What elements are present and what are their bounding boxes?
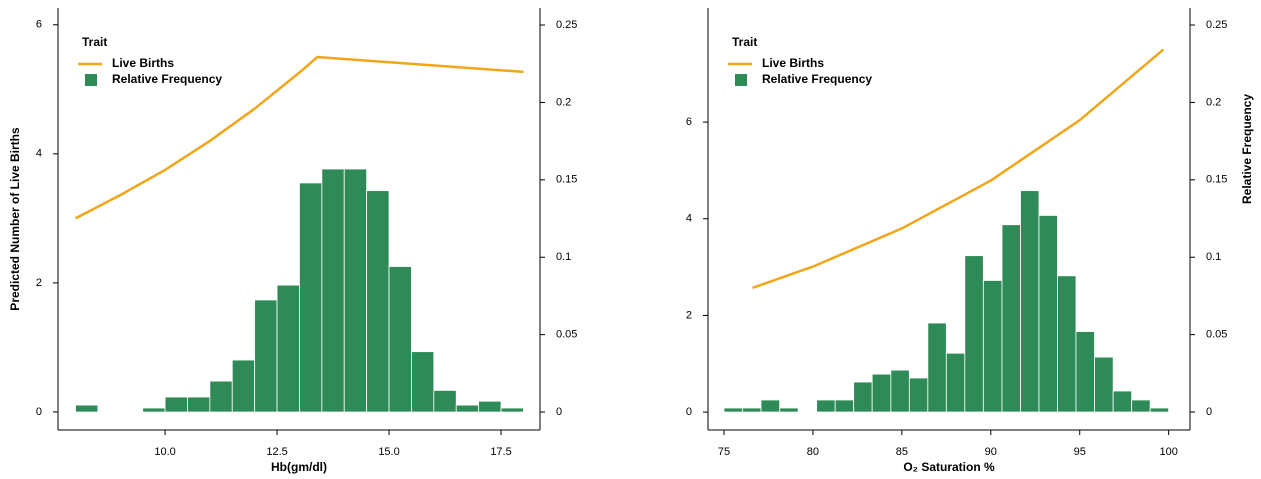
legend-label: Relative Frequency	[112, 72, 222, 86]
y2-tick-label: 0.05	[1206, 329, 1227, 341]
histogram-bar	[1094, 356, 1114, 413]
histogram-bar	[1057, 275, 1077, 413]
histogram-bar	[723, 407, 743, 413]
histogram-bar	[75, 404, 99, 413]
x-tick-label: 12.5	[266, 446, 287, 458]
y2-tick-label: 0.15	[1206, 174, 1227, 186]
histogram-bar	[366, 190, 390, 413]
histogram-bar	[455, 404, 480, 413]
histogram-bar	[478, 400, 502, 413]
histogram-bar	[187, 396, 211, 413]
x-tick-label: 75	[718, 446, 730, 458]
histogram-bar	[1112, 390, 1133, 413]
histogram-bar	[276, 284, 300, 413]
histogram-bar	[433, 389, 457, 413]
x-tick-label: 80	[807, 446, 819, 458]
x-axis-label: Hb(gm/dl)	[271, 460, 327, 474]
histogram-bar	[411, 351, 435, 413]
x-tick-label: 100	[1159, 446, 1177, 458]
y2-tick-label: 0	[1206, 406, 1212, 418]
y-tick-label: 6	[36, 19, 42, 31]
histogram-bar	[142, 407, 166, 413]
legend-label: Live Births	[112, 56, 174, 70]
y2-tick-label: 0.1	[1206, 251, 1221, 263]
y2-axis-label: Relative Frequency	[1240, 94, 1254, 204]
histogram-bar	[982, 280, 1003, 413]
y-tick-label: 0	[686, 406, 692, 418]
histogram-bar	[209, 380, 233, 413]
y-tick-label: 2	[686, 309, 692, 321]
x-tick-label: 90	[985, 446, 997, 458]
histogram-bar	[388, 266, 412, 413]
histogram-bar	[742, 407, 762, 413]
histogram-bar	[871, 373, 892, 413]
histogram-bar	[321, 168, 345, 413]
histogram-bar	[760, 399, 781, 413]
y2-tick-label: 0.2	[1206, 96, 1221, 108]
histogram-bar	[1075, 331, 1095, 413]
histogram-bar	[890, 369, 910, 413]
x-tick-label: 15.0	[378, 446, 399, 458]
histogram-bar	[1149, 407, 1170, 413]
y-tick-label: 4	[36, 148, 42, 160]
histogram-bar	[1038, 215, 1058, 413]
legend-title: Trait	[82, 35, 107, 49]
x-tick-label: 95	[1074, 446, 1086, 458]
histogram-bar	[500, 407, 524, 413]
legend-label: Relative Frequency	[762, 72, 872, 86]
histogram-bar	[908, 377, 929, 413]
y-tick-label: 0	[36, 406, 42, 418]
histogram-bar	[343, 168, 368, 413]
legend-swatch	[735, 74, 747, 86]
y2-tick-label: 0	[556, 406, 562, 418]
histogram-bar	[964, 255, 984, 413]
histogram-bar	[1001, 224, 1021, 413]
y2-tick-label: 0.2	[556, 96, 571, 108]
histogram-bar	[927, 322, 947, 413]
histogram-bar	[299, 182, 323, 413]
line	[752, 48, 1165, 290]
histogram-bar	[834, 399, 855, 413]
x-axis-label: O₂ Saturation %	[903, 460, 995, 474]
x-tick-label: 85	[896, 446, 908, 458]
y2-tick-label: 0.05	[556, 329, 577, 341]
histogram-bar	[853, 381, 873, 413]
histogram-bar	[164, 396, 188, 413]
histogram-bar	[779, 407, 799, 413]
x-tick-label: 17.5	[490, 446, 511, 458]
x-tick-label: 10.0	[154, 446, 175, 458]
legend-swatch	[85, 74, 97, 86]
y2-tick-label: 0.15	[556, 174, 577, 186]
y-tick-label: 2	[36, 277, 42, 289]
histogram-bar	[816, 399, 836, 413]
legend-title: Trait	[732, 35, 757, 49]
histogram-bar	[231, 359, 256, 413]
histogram-bar	[254, 299, 278, 413]
line	[74, 55, 524, 220]
histogram-bar	[945, 352, 966, 413]
y2-tick-label: 0.25	[1206, 19, 1227, 31]
histogram-bar	[1020, 190, 1040, 413]
histogram-bar	[1131, 399, 1151, 413]
y2-tick-label: 0.1	[556, 251, 571, 263]
y2-tick-label: 0.25	[556, 19, 577, 31]
y-tick-label: 4	[686, 213, 692, 225]
y-axis-label: Predicted Number of Live Births	[8, 127, 22, 311]
y-tick-label: 6	[686, 116, 692, 128]
legend-label: Live Births	[762, 56, 824, 70]
